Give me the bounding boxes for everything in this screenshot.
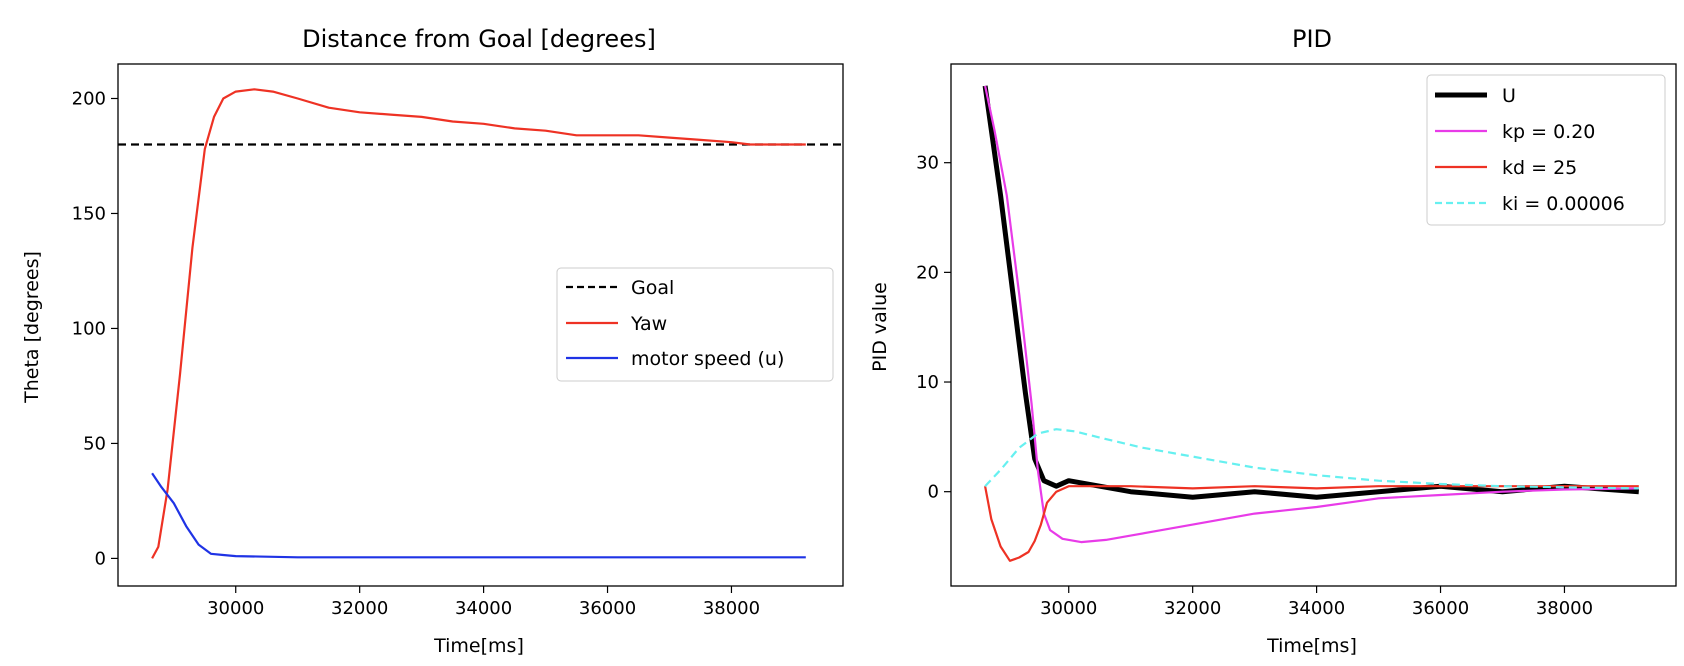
series-line-yaw [151,88,806,559]
x-tick-label: 34000 [455,598,512,619]
x-tick-label: 38000 [703,598,760,619]
y-tick-label: 150 [72,203,106,224]
series-line-motor-speed-u [151,472,806,559]
y-tick-label: 0 [928,482,939,503]
y-tick-label: 100 [72,318,106,339]
x-tick-label: 30000 [1040,598,1097,619]
x-tick-label: 36000 [579,598,636,619]
legend-label-motor-speed: motor speed (u) [631,348,784,370]
series-line-kp-0-20 [984,85,1639,544]
legend-label-goal: Goal [631,277,674,299]
legend-label-kp: kp = 0.20 [1502,121,1595,143]
x-tick-label: 32000 [1164,598,1221,619]
series-line-kd-25 [984,485,1639,562]
legend-label-yaw: Yaw [630,313,667,335]
series-group [982,85,1639,562]
y-axis-label: Theta [degrees] [21,251,43,404]
legend-label-kd: kd = 25 [1502,157,1577,179]
x-tick-label: 32000 [331,598,388,619]
x-tick-label: 30000 [207,598,264,619]
y-tick-label: 0 [95,548,106,569]
y-tick-label: 30 [916,153,939,174]
chart-distance-from-goal: Distance from Goal [degrees] Theta [degr… [21,25,844,657]
y-tick-label: 10 [916,372,939,393]
legend-label-ki: ki = 0.00006 [1502,193,1625,215]
legend-box [1426,74,1666,226]
legend-box [556,267,834,382]
chart-title: PID [1292,25,1332,53]
series-line-ki-0-00006 [984,428,1639,490]
legend: U kp = 0.20 kd = 25 ki = 0.00006 [1426,74,1666,226]
tick-group: 30000 32000 34000 36000 38000 0 50 100 150 200 [72,88,760,619]
chart-title: Distance from Goal [degrees] [302,25,656,53]
x-tick-label: 36000 [1412,598,1469,619]
y-tick-label: 200 [72,88,106,109]
x-axis-label: Time[ms] [433,635,524,657]
plot-frame [117,63,844,587]
series-group [118,88,843,559]
y-axis-label: PID value [869,282,891,372]
x-axis-label: Time[ms] [1266,635,1357,657]
chart-pid: PID PID value Time[ms] 30000 32000 34000 36… [869,25,1677,657]
plot-frame [950,63,1677,587]
legend-label-u: U [1502,85,1516,107]
tick-group: 30000 32000 34000 36000 38000 0 10 20 30 [916,153,1593,619]
x-tick-label: 38000 [1536,598,1593,619]
y-tick-label: 50 [83,433,106,454]
legend: Goal Yaw motor speed (u) [556,267,834,382]
y-tick-label: 20 [916,262,939,283]
x-tick-label: 34000 [1288,598,1345,619]
